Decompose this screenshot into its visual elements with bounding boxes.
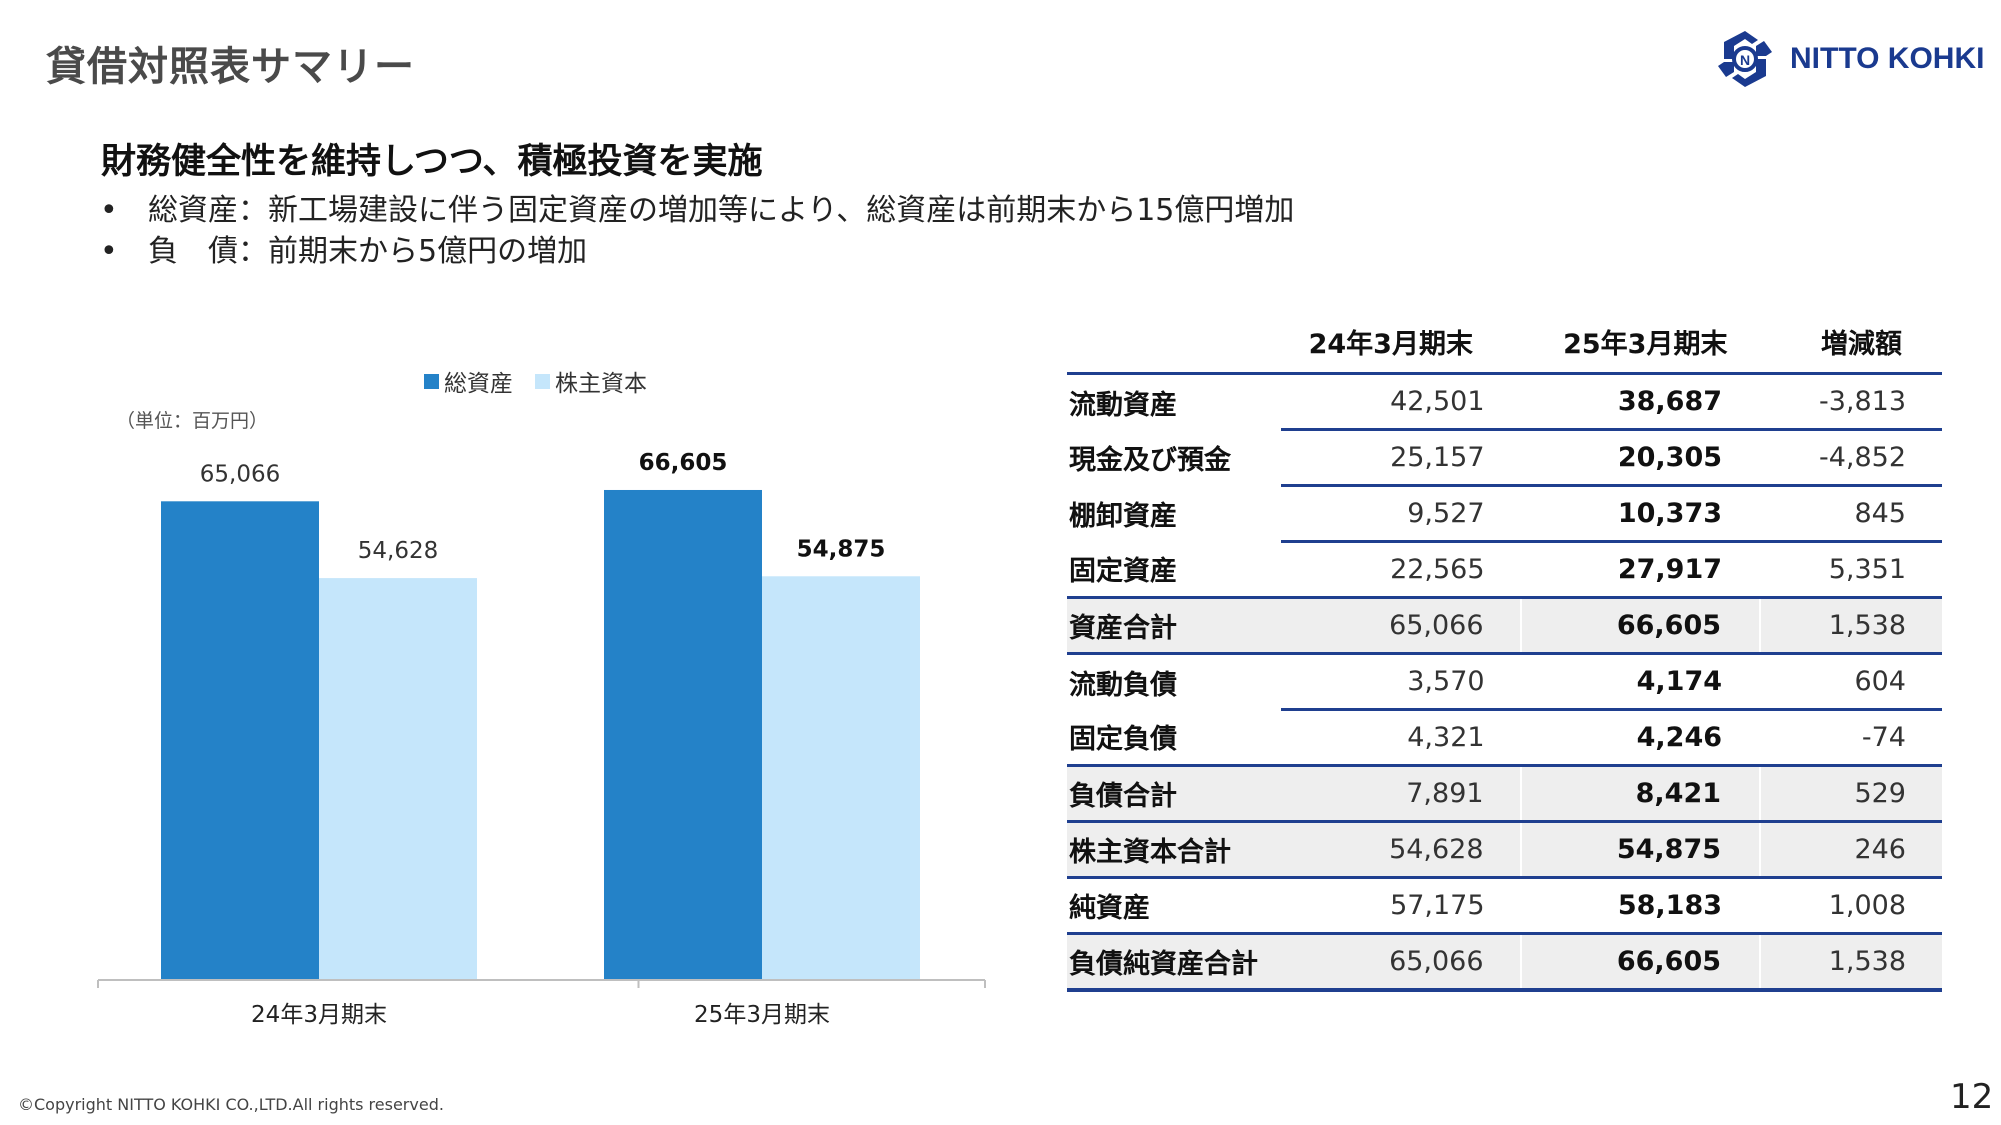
data-label: 65,066 [200, 461, 280, 487]
value-fy24: 25,157 [1281, 429, 1521, 487]
value-change: 5,351 [1760, 541, 1942, 599]
table-row: 純資産 57,175 58,183 1,008 [1067, 877, 1942, 935]
value-fy25: 38,687 [1520, 372, 1761, 431]
value-change: -74 [1760, 709, 1942, 767]
legend-swatch-equity [535, 373, 550, 389]
value-fy24: 3,570 [1281, 653, 1521, 711]
value-fy24: 9,527 [1281, 485, 1521, 543]
logo-text: NITTO KOHKI [1790, 42, 1985, 75]
value-fy25: 66,605 [1520, 933, 1762, 992]
balance-bar-chart: 65,066 54,628 24年3月期末 66,605 54,875 25年3月期末 [97, 450, 986, 1028]
table-row: 固定資産 22,565 27,917 5,351 [1067, 541, 1942, 599]
data-label: 66,605 [639, 450, 728, 476]
table-row: 負債純資産合計 65,066 66,605 1,538 [1067, 933, 1942, 992]
value-fy25: 20,305 [1520, 429, 1761, 487]
value-change: 604 [1760, 653, 1942, 711]
value-fy24: 65,066 [1281, 933, 1522, 992]
unit-label: （単位：百万円） [116, 410, 269, 432]
page-number: 12 [1950, 1077, 1994, 1117]
data-label: 54,875 [797, 536, 886, 562]
value-fy25: 27,917 [1520, 541, 1761, 599]
value-fy25: 58,183 [1520, 877, 1761, 935]
value-change: 845 [1760, 485, 1942, 543]
bullet-liabilities: 負 債：前期末から5億円の増加 [100, 231, 1294, 272]
table-header-change: 増減額 [1821, 328, 1902, 360]
legend-item-total-assets: 総資産 [424, 364, 513, 398]
svg-text:N: N [1740, 52, 1750, 68]
table-row: 株主資本合計 54,628 54,875 246 [1067, 821, 1942, 879]
x-tick-label: 24年3月期末 [251, 1002, 387, 1028]
legend-label-total-assets: 総資産 [444, 371, 513, 397]
value-fy24: 65,066 [1281, 597, 1522, 655]
value-change: -3,813 [1760, 372, 1942, 431]
table-row: 資産合計 65,066 66,605 1,538 [1067, 597, 1942, 655]
value-fy24: 54,628 [1281, 821, 1522, 879]
data-label: 54,628 [358, 538, 438, 564]
value-fy25: 4,246 [1520, 709, 1761, 767]
row-label: 資産合計 [1067, 597, 1281, 655]
value-fy25: 10,373 [1520, 485, 1761, 543]
table-row: 負債合計 7,891 8,421 529 [1067, 765, 1942, 823]
row-label: 流動資産 [1067, 372, 1281, 430]
x-tick-label: 25年3月期末 [694, 1002, 830, 1028]
row-label: 流動負債 [1069, 669, 1177, 701]
row-label: 負債純資産合計 [1067, 933, 1281, 992]
row-label: 株主資本合計 [1067, 821, 1281, 879]
bar-total-assets-1 [604, 489, 762, 980]
table-row: 現金及び預金 25,157 20,305 -4,852 [1067, 429, 1942, 487]
bullet-total-assets: 総資産：新工場建設に伴う固定資産の増加等により、総資産は前期末から15億円増加 [100, 190, 1294, 231]
value-change: 1,538 [1760, 597, 1942, 655]
legend-item-equity: 株主資本 [535, 364, 647, 398]
value-fy24: 4,321 [1281, 709, 1521, 767]
legend-label-equity: 株主資本 [555, 371, 647, 397]
bullet-list: 総資産：新工場建設に伴う固定資産の増加等により、総資産は前期末から15億円増加 … [100, 190, 1294, 272]
value-fy24: 22,565 [1281, 541, 1521, 599]
value-change: -4,852 [1760, 429, 1942, 487]
table-row: 流動資産 42,501 38,687 -3,813 [1067, 372, 1942, 431]
value-fy24: 57,175 [1281, 877, 1521, 935]
nitto-kohki-logo-icon: N [1718, 31, 1772, 87]
row-label: 現金及び預金 [1069, 445, 1231, 476]
table-row: 固定負債 4,321 4,246 -74 [1067, 709, 1942, 767]
table-row: 流動負債 3,570 4,174 604 [1067, 653, 1942, 711]
table-row: 棚卸資産 9,527 10,373 845 [1067, 485, 1942, 543]
value-fy25: 8,421 [1520, 765, 1762, 823]
balance-sheet-table: 24年3月期末 25年3月期末 増減額 流動資産 42,501 38,687 -3,8… [1067, 310, 1942, 992]
value-fy24: 42,501 [1281, 372, 1521, 431]
row-label: 固定負債 [1067, 709, 1281, 767]
value-change: 529 [1760, 765, 1942, 823]
row-label: 負債合計 [1067, 765, 1281, 823]
copyright-text: ©Copyright NITTO KOHKI CO.,LTD.All right… [18, 1095, 444, 1114]
bar-equity-0 [319, 578, 477, 980]
company-logo: N NITTO KOHKI [1712, 28, 1985, 90]
row-label: 棚卸資産 [1069, 501, 1177, 532]
value-fy25: 54,875 [1520, 821, 1762, 879]
table-header-fy25: 25年3月期末 [1563, 328, 1728, 360]
bar-equity-1 [762, 576, 920, 980]
table-header-row: 24年3月期末 25年3月期末 増減額 [1067, 310, 1942, 374]
row-label: 純資産 [1067, 877, 1281, 935]
value-change: 1,008 [1760, 877, 1942, 935]
value-fy24: 7,891 [1281, 765, 1522, 823]
table-header-fy24: 24年3月期末 [1308, 328, 1473, 360]
bar-total-assets-0 [161, 501, 319, 980]
value-fy25: 66,605 [1520, 597, 1762, 655]
page-title: 貸借対照表サマリー [46, 44, 415, 90]
value-fy25: 4,174 [1520, 653, 1761, 711]
value-change: 246 [1760, 821, 1942, 879]
row-label: 固定資産 [1067, 541, 1281, 599]
table-body: 流動資産 42,501 38,687 -3,813 現金及び預金 25,157 20,305… [1067, 372, 1942, 992]
chart-legend: 総資産 株主資本 [424, 364, 669, 398]
value-change: 1,538 [1760, 933, 1942, 992]
table-header-label [1067, 310, 1281, 374]
headline: 財務健全性を維持しつつ、積極投資を実施 [101, 142, 763, 182]
legend-swatch-total-assets [424, 373, 439, 389]
